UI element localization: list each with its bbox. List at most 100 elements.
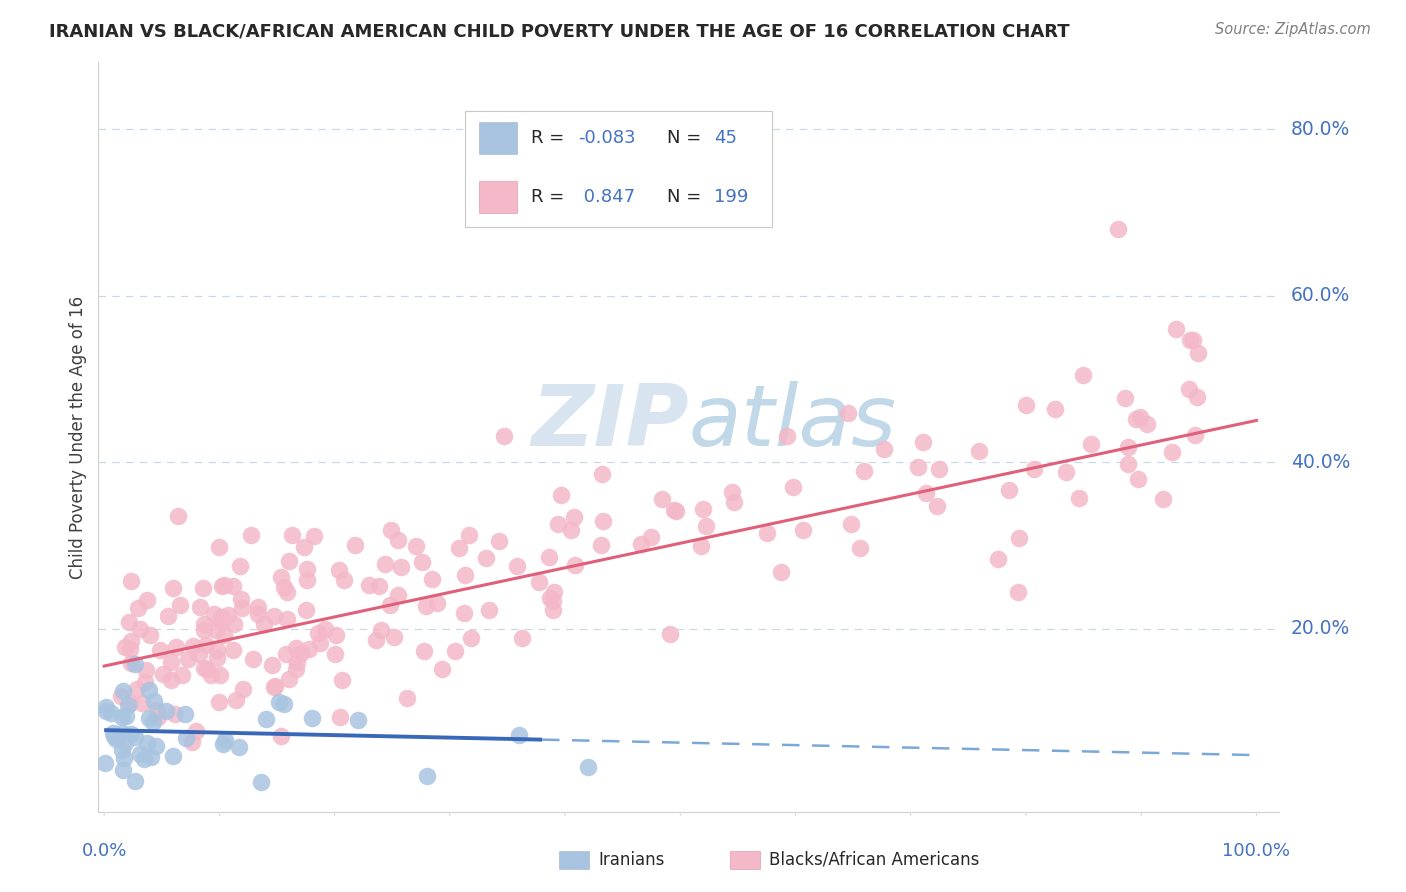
Point bbox=[129, 622, 152, 636]
Point bbox=[689, 539, 711, 553]
Point bbox=[260, 657, 283, 672]
Point bbox=[380, 523, 402, 537]
Point bbox=[413, 644, 436, 658]
Point bbox=[188, 647, 211, 661]
Point bbox=[415, 599, 437, 613]
Point bbox=[120, 574, 142, 588]
Point bbox=[547, 516, 569, 531]
Point bbox=[560, 523, 582, 537]
Point bbox=[170, 668, 193, 682]
Text: Source: ZipAtlas.com: Source: ZipAtlas.com bbox=[1215, 22, 1371, 37]
Point bbox=[1107, 222, 1129, 236]
Text: Blacks/African Americans: Blacks/African Americans bbox=[769, 851, 980, 869]
Point bbox=[665, 504, 688, 518]
Point bbox=[359, 577, 381, 591]
Point bbox=[630, 537, 652, 551]
Point bbox=[1178, 382, 1201, 396]
Point bbox=[387, 533, 409, 547]
Point bbox=[274, 648, 297, 662]
Point bbox=[550, 488, 572, 502]
Point bbox=[1045, 402, 1067, 417]
Point bbox=[541, 603, 564, 617]
Point bbox=[214, 733, 236, 747]
Point bbox=[193, 661, 215, 675]
Text: 0.847: 0.847 bbox=[578, 188, 636, 206]
Point bbox=[222, 616, 245, 631]
Point bbox=[136, 593, 159, 607]
Point bbox=[325, 648, 347, 662]
Point bbox=[1054, 466, 1077, 480]
Point bbox=[1184, 428, 1206, 442]
Point bbox=[389, 560, 412, 574]
Point bbox=[118, 696, 141, 710]
Point bbox=[162, 581, 184, 595]
Text: -0.083: -0.083 bbox=[578, 128, 636, 147]
Point bbox=[928, 462, 950, 476]
Text: 80.0%: 80.0% bbox=[1291, 120, 1350, 138]
Point bbox=[142, 715, 165, 730]
Point bbox=[914, 486, 936, 500]
Text: 45: 45 bbox=[714, 128, 737, 147]
Point bbox=[987, 551, 1010, 566]
Point bbox=[1069, 491, 1091, 506]
Point bbox=[278, 672, 301, 686]
Point bbox=[1160, 445, 1182, 459]
Point bbox=[1015, 398, 1038, 412]
Text: Iranians: Iranians bbox=[598, 851, 665, 869]
Point bbox=[591, 467, 613, 481]
Point bbox=[488, 534, 510, 549]
Point bbox=[231, 592, 253, 607]
Point bbox=[94, 756, 117, 770]
Point bbox=[111, 710, 134, 724]
Text: 0.0%: 0.0% bbox=[82, 842, 127, 860]
Point bbox=[131, 696, 153, 710]
Point bbox=[907, 460, 929, 475]
Point bbox=[281, 528, 304, 542]
Point bbox=[127, 682, 149, 697]
Text: 20.0%: 20.0% bbox=[1291, 619, 1350, 638]
Point bbox=[142, 694, 165, 708]
Point bbox=[167, 509, 190, 524]
Point bbox=[146, 703, 169, 717]
Point bbox=[127, 601, 149, 615]
Point bbox=[1126, 472, 1149, 486]
Point bbox=[295, 574, 318, 588]
Point bbox=[212, 578, 235, 592]
Point bbox=[364, 632, 387, 647]
Point bbox=[169, 598, 191, 612]
Point bbox=[510, 631, 533, 645]
Point bbox=[240, 527, 263, 541]
Point bbox=[411, 555, 433, 569]
Point bbox=[112, 751, 135, 765]
Point bbox=[294, 602, 316, 616]
Point bbox=[202, 607, 225, 621]
Point bbox=[454, 568, 477, 582]
Point bbox=[162, 748, 184, 763]
Point bbox=[692, 501, 714, 516]
Point bbox=[94, 704, 117, 718]
Point bbox=[165, 640, 187, 655]
Point bbox=[208, 695, 231, 709]
Point bbox=[292, 541, 315, 555]
Point bbox=[205, 651, 228, 665]
Bar bbox=[730, 851, 759, 870]
Point bbox=[222, 642, 245, 657]
Text: 199: 199 bbox=[714, 188, 748, 206]
Point bbox=[229, 558, 252, 573]
Point bbox=[755, 525, 778, 540]
Point bbox=[207, 642, 229, 657]
Point bbox=[325, 628, 347, 642]
Point bbox=[270, 729, 292, 743]
Point bbox=[112, 764, 135, 778]
Point bbox=[458, 528, 481, 542]
Point bbox=[664, 502, 686, 516]
Point bbox=[177, 652, 200, 666]
Point bbox=[120, 727, 142, 741]
Text: 100.0%: 100.0% bbox=[1222, 842, 1291, 860]
Point bbox=[134, 752, 156, 766]
Point bbox=[1071, 368, 1094, 382]
Point bbox=[103, 729, 125, 743]
Point bbox=[997, 483, 1019, 497]
Point bbox=[225, 693, 247, 707]
Point bbox=[651, 492, 673, 507]
